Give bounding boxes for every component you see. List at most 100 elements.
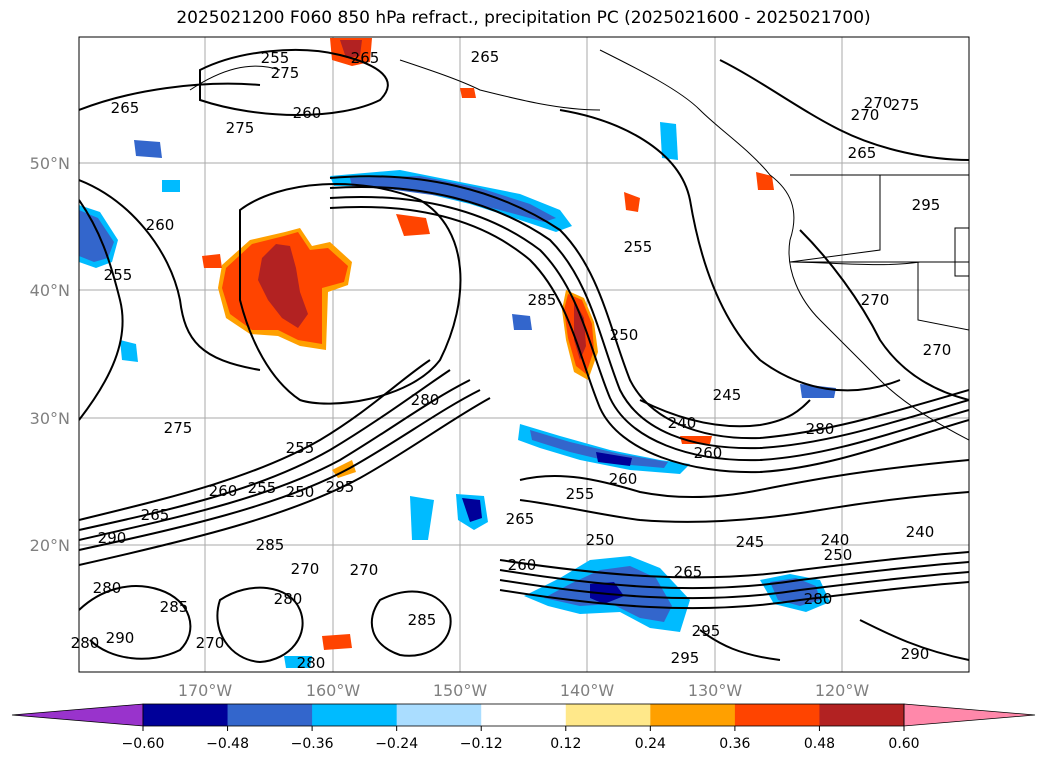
lat-label: 20°N <box>30 536 70 555</box>
contour-label: 280 <box>806 420 835 438</box>
colorbar-label: 0.48 <box>804 736 835 752</box>
contour-label: 285 <box>160 598 189 616</box>
colorbar-extend-low <box>11 703 144 727</box>
contour-label: 270 <box>350 561 379 579</box>
colorbar-segment <box>734 704 820 726</box>
lon-label: 130°W <box>688 681 743 700</box>
contour-label: 275 <box>164 419 193 437</box>
colorbar-segment <box>143 704 229 726</box>
colorbar-label: 0.60 <box>888 736 919 752</box>
precip-negative-areas <box>79 122 836 668</box>
lon-label: 150°W <box>433 681 488 700</box>
contour-label: 255 <box>248 479 277 497</box>
contour-label: 255 <box>104 266 133 284</box>
longitude-axis: 170°W 160°W 150°W 140°W 130°W 120°W <box>178 681 870 700</box>
contour-label: 245 <box>713 386 742 404</box>
colorbar-label: 0.24 <box>635 736 666 752</box>
contour-label: 290 <box>901 645 930 663</box>
contour-label: 240 <box>906 523 935 541</box>
contour-label: 255 <box>566 485 595 503</box>
coastlines <box>189 49 969 441</box>
contour-label: 295 <box>692 622 721 640</box>
contour-label: 265 <box>506 510 535 528</box>
lat-label: 50°N <box>30 154 70 173</box>
contour-label: 265 <box>471 48 500 66</box>
contour-label: 285 <box>408 611 437 629</box>
contour-label: 295 <box>671 649 700 667</box>
colorbar-label: 0.12 <box>550 736 581 752</box>
contour-label: 260 <box>609 470 638 488</box>
colorbar-segment <box>819 704 905 726</box>
contour-label: 275 <box>226 119 255 137</box>
refractivity-contours <box>79 49 969 664</box>
contour-label: 260 <box>293 104 322 122</box>
colorbar-label: −0.60 <box>122 736 165 752</box>
contour-label: 255 <box>286 439 315 457</box>
lat-label: 30°N <box>30 409 70 428</box>
contour-label: 280 <box>71 634 100 652</box>
contour-label: 255 <box>261 49 290 67</box>
contour-label: 250 <box>824 546 853 564</box>
contour-label: 260 <box>209 482 238 500</box>
contour-label: 280 <box>411 391 440 409</box>
lon-label: 160°W <box>306 681 361 700</box>
contour-label: 270 <box>196 634 225 652</box>
contour-label: 250 <box>610 326 639 344</box>
contour-label: 265 <box>141 506 170 524</box>
colorbar-segment <box>312 704 398 726</box>
contour-label: 240 <box>668 414 697 432</box>
lon-label: 140°W <box>560 681 615 700</box>
contour-label: 275 <box>891 96 920 114</box>
contour-label: 245 <box>736 533 765 551</box>
contour-label: 260 <box>694 444 723 462</box>
contour-label: 280 <box>297 654 326 672</box>
colorbar-label: −0.24 <box>375 736 418 752</box>
contour-label: 250 <box>586 531 615 549</box>
colorbar-label: −0.48 <box>206 736 249 752</box>
colorbar-label: −0.36 <box>291 736 334 752</box>
contour-label: 285 <box>528 291 557 309</box>
colorbar: −0.60 −0.48 −0.36 −0.24 −0.12 0.12 0.24 0.36 0.4… <box>11 703 1036 752</box>
colorbar-frame <box>142 703 905 727</box>
colorbar-segment <box>565 704 651 726</box>
contour-labels: 255 2652602652652602552752752552852502452… <box>71 48 952 672</box>
contour-label: 280 <box>274 590 303 608</box>
colorbar-label: −0.12 <box>460 736 503 752</box>
contour-label: 270 <box>864 94 893 112</box>
contour-label: 265 <box>674 563 703 581</box>
contour-label: 290 <box>98 529 127 547</box>
contour-label: 295 <box>912 196 941 214</box>
plot-area <box>79 37 969 672</box>
contour-label: 260 <box>146 216 175 234</box>
map-title: 2025021200 F060 850 hPa refract., precip… <box>176 8 871 28</box>
contour-label: 265 <box>351 49 380 67</box>
colorbar-segment <box>650 704 736 726</box>
colorbar-segment <box>481 704 567 726</box>
contour-label: 270 <box>291 560 320 578</box>
contour-label: 250 <box>286 483 315 501</box>
lon-label: 170°W <box>178 681 233 700</box>
contour-label: 275 <box>271 64 300 82</box>
lon-label: 120°W <box>815 681 870 700</box>
colorbar-segment <box>227 704 313 726</box>
contour-label: 295 <box>326 478 355 496</box>
contour-label: 265 <box>111 99 140 117</box>
colorbar-extend-high <box>903 703 1036 727</box>
contour-label: 280 <box>804 590 833 608</box>
contour-label: 290 <box>106 629 135 647</box>
contour-label: 270 <box>923 341 952 359</box>
contour-label: 240 <box>821 531 850 549</box>
lat-label: 40°N <box>30 281 70 300</box>
latitude-axis: 50°N 40°N 30°N 20°N <box>30 154 70 555</box>
plot-frame <box>78 36 970 673</box>
colorbar-label: 0.36 <box>719 736 750 752</box>
contour-label: 265 <box>848 144 877 162</box>
colorbar-segment <box>396 704 482 726</box>
contour-label: 285 <box>256 536 285 554</box>
contour-label: 260 <box>508 556 537 574</box>
contour-label: 255 <box>624 238 653 256</box>
contour-label: 280 <box>93 579 122 597</box>
contour-label: 270 <box>861 291 890 309</box>
contour-label: 270 <box>851 106 880 124</box>
